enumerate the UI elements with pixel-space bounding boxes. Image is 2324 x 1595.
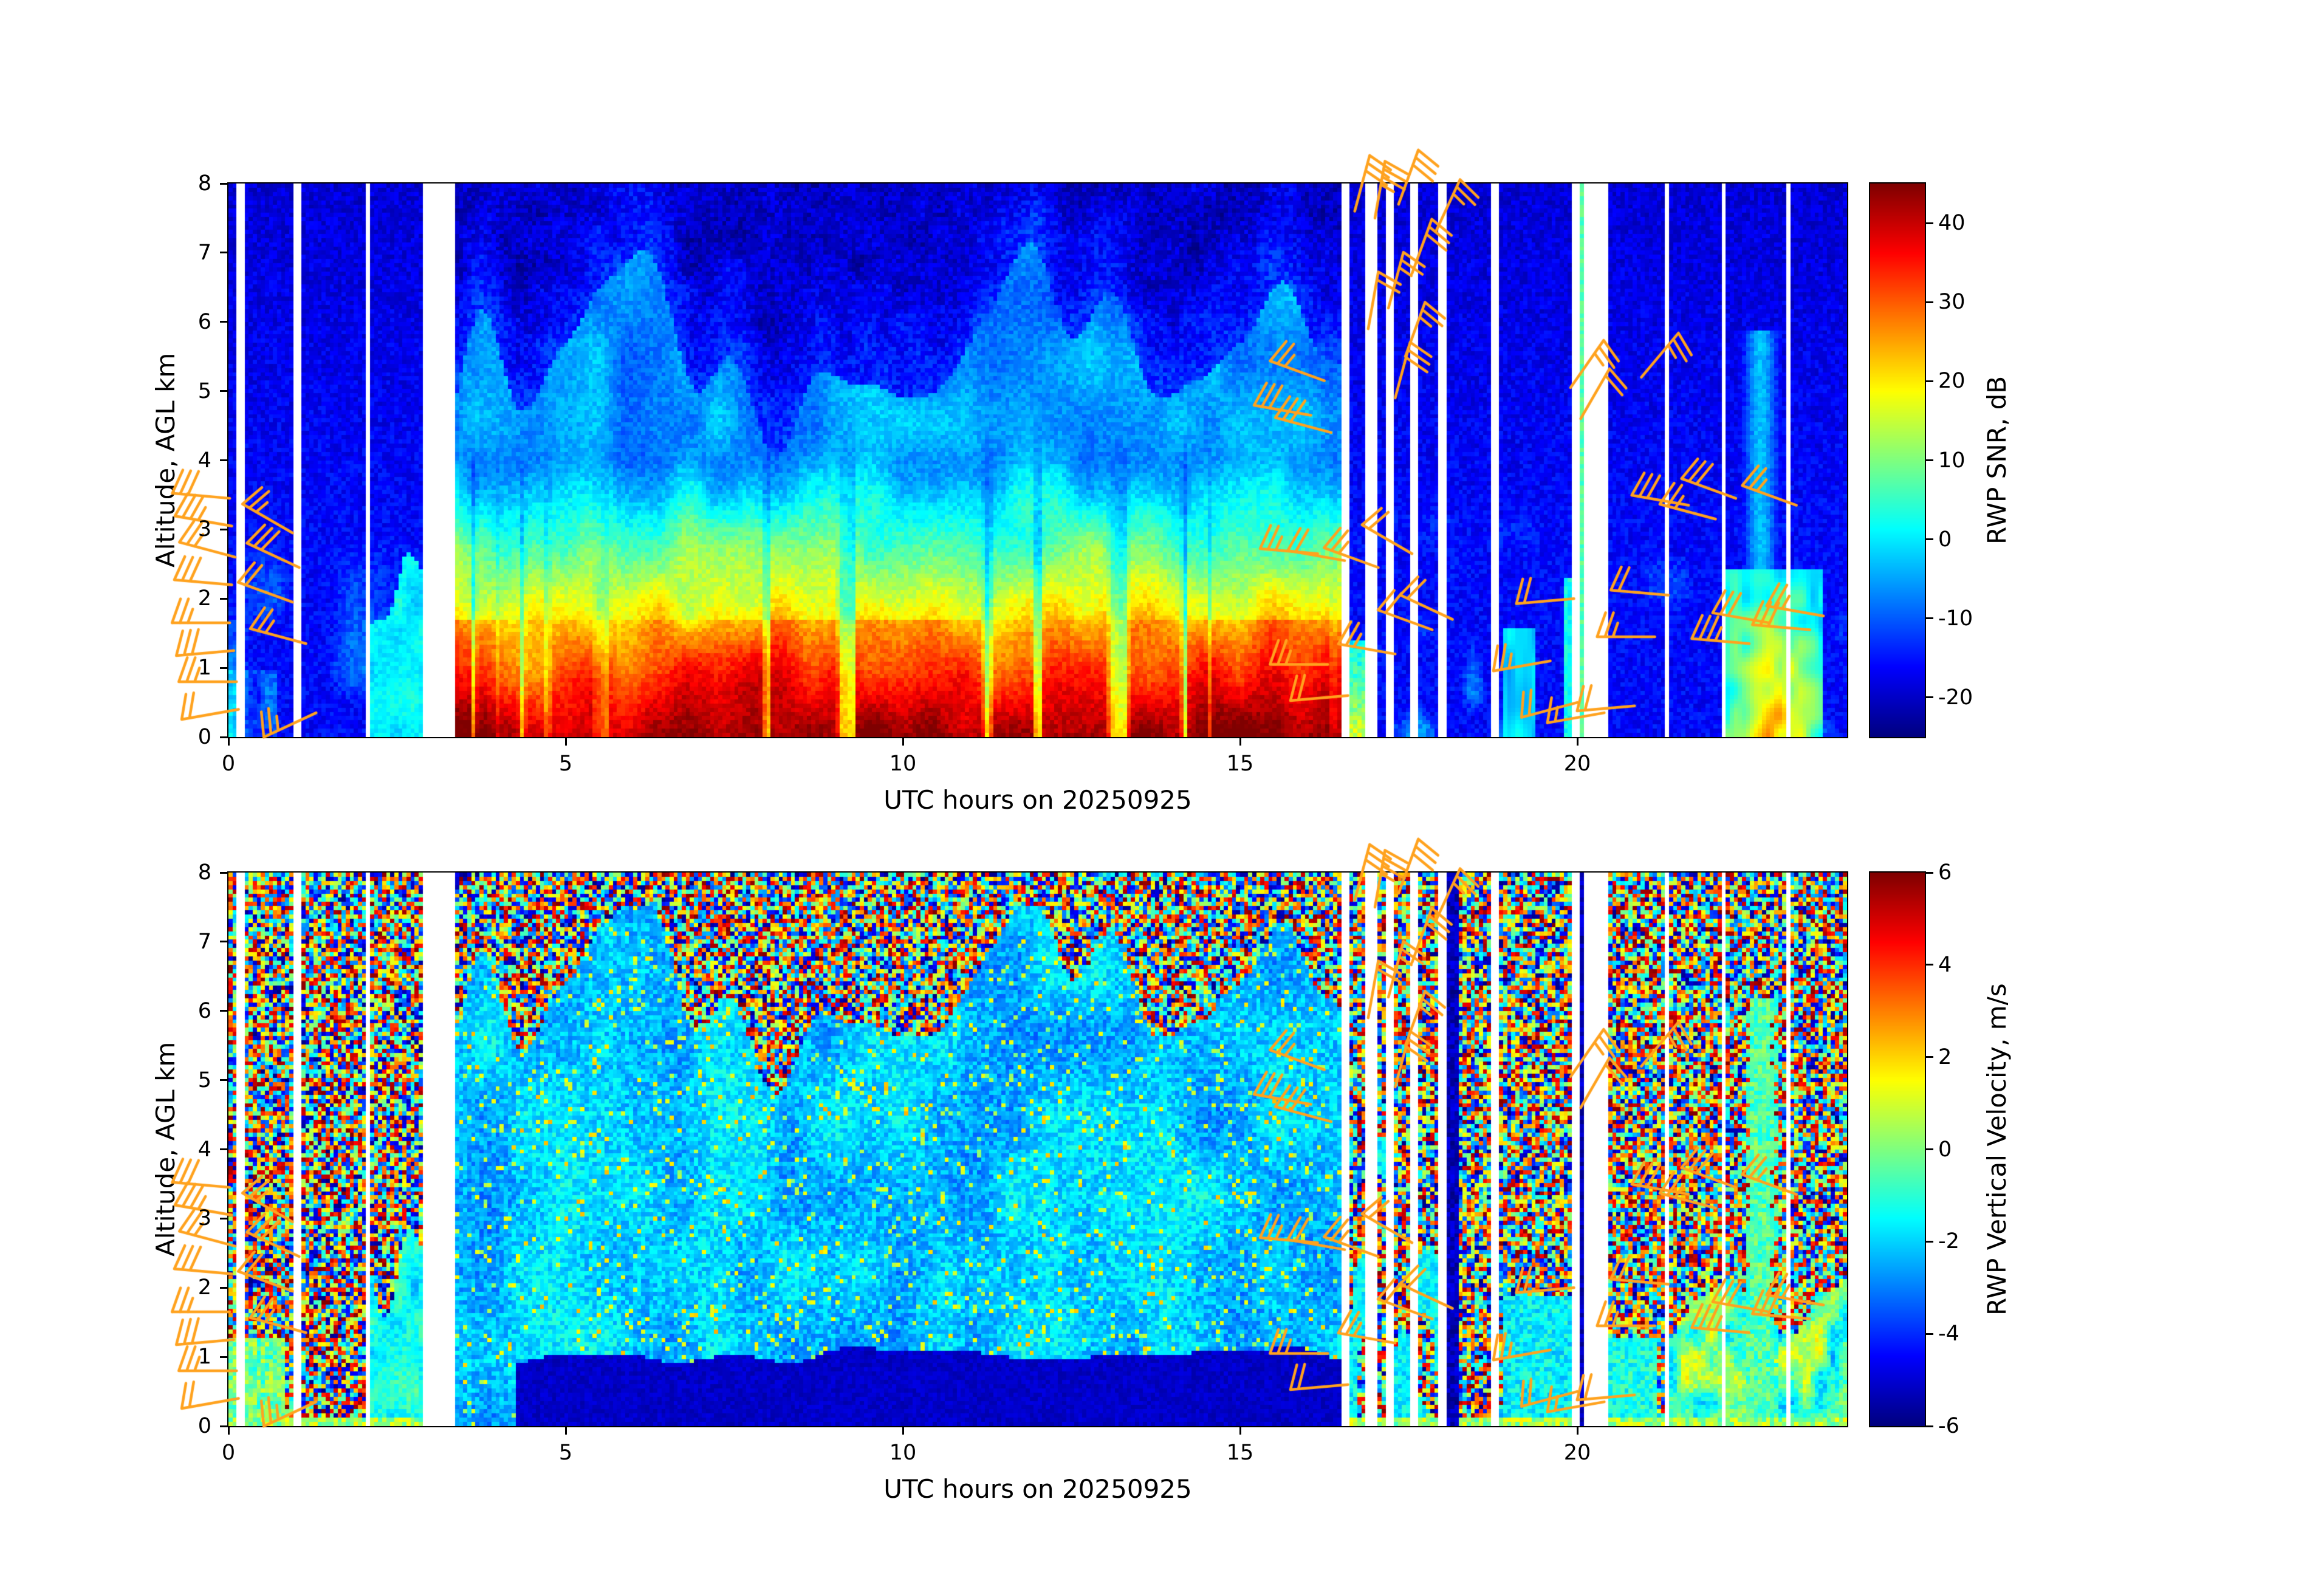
colorbar-tick bbox=[1925, 538, 1933, 541]
y-tick-label: 0 bbox=[197, 725, 211, 749]
y-tick bbox=[220, 667, 228, 669]
y-tick bbox=[220, 1356, 228, 1358]
y-tick bbox=[220, 941, 228, 943]
colorbar-tick-label: 40 bbox=[1938, 211, 1966, 236]
colorbar-tick bbox=[1925, 1056, 1933, 1058]
y-tick bbox=[220, 528, 228, 530]
y-tick bbox=[220, 390, 228, 393]
x-tick-label: 5 bbox=[558, 752, 573, 776]
x-tick-label: 5 bbox=[558, 1441, 573, 1465]
y-tick bbox=[220, 252, 228, 254]
x-tick bbox=[1239, 737, 1241, 746]
snr-colorbar bbox=[1870, 184, 1925, 737]
y-tick-label: 4 bbox=[197, 448, 211, 473]
colorbar-tick bbox=[1925, 301, 1933, 303]
x-tick bbox=[564, 1426, 567, 1435]
colorbar-tick bbox=[1925, 696, 1933, 699]
colorbar-tick-label: -2 bbox=[1938, 1229, 1959, 1254]
y-tick-label: 4 bbox=[197, 1137, 211, 1162]
x-tick-label: 15 bbox=[1226, 1441, 1254, 1465]
y-tick-label: 1 bbox=[197, 1345, 211, 1370]
colorbar-tick bbox=[1925, 1148, 1933, 1150]
y-tick-label: 6 bbox=[197, 998, 211, 1023]
colorbar-tick bbox=[1925, 1425, 1933, 1427]
y-tick bbox=[220, 1148, 228, 1150]
colorbar-tick-label: -20 bbox=[1938, 685, 1973, 710]
velocity-x-axis-label: UTC hours on 20250925 bbox=[883, 1474, 1192, 1504]
snr-heatmap bbox=[228, 184, 1847, 737]
velocity-heatmap bbox=[228, 873, 1847, 1426]
x-tick bbox=[227, 1426, 230, 1435]
y-tick-label: 6 bbox=[197, 309, 211, 334]
y-tick bbox=[220, 182, 228, 185]
colorbar-tick-label: 2 bbox=[1938, 1044, 1952, 1069]
colorbar-tick-label: 30 bbox=[1938, 290, 1966, 315]
y-tick-label: 5 bbox=[197, 379, 211, 403]
y-tick bbox=[220, 736, 228, 738]
y-tick-label: 0 bbox=[197, 1414, 211, 1438]
colorbar-tick bbox=[1925, 380, 1933, 382]
y-tick bbox=[220, 597, 228, 600]
colorbar-tick bbox=[1925, 1333, 1933, 1335]
x-tick-label: 15 bbox=[1226, 752, 1254, 776]
velocity-colorbar bbox=[1870, 873, 1925, 1426]
y-tick-label: 8 bbox=[197, 171, 211, 196]
x-tick bbox=[227, 737, 230, 746]
colorbar-tick bbox=[1925, 459, 1933, 461]
x-tick-label: 10 bbox=[889, 1441, 917, 1465]
colorbar-tick bbox=[1925, 222, 1933, 224]
x-tick-label: 20 bbox=[1563, 1441, 1591, 1465]
colorbar-tick bbox=[1925, 871, 1933, 874]
colorbar-tick-label: 20 bbox=[1938, 369, 1966, 394]
y-tick bbox=[220, 1425, 228, 1427]
colorbar-tick-label: -4 bbox=[1938, 1322, 1959, 1346]
colorbar-tick bbox=[1925, 617, 1933, 620]
colorbar-tick bbox=[1925, 964, 1933, 966]
colorbar-tick-label: -10 bbox=[1938, 606, 1973, 631]
colorbar-tick-label: 6 bbox=[1938, 860, 1952, 885]
x-tick-label: 20 bbox=[1563, 752, 1591, 776]
y-tick-label: 5 bbox=[197, 1068, 211, 1092]
x-tick bbox=[1576, 737, 1578, 746]
x-tick bbox=[902, 1426, 904, 1435]
y-tick bbox=[220, 1079, 228, 1082]
y-tick-label: 2 bbox=[197, 1275, 211, 1300]
x-tick bbox=[1576, 1426, 1578, 1435]
colorbar-tick-label: 0 bbox=[1938, 1137, 1952, 1162]
y-tick bbox=[220, 1217, 228, 1219]
y-tick-label: 7 bbox=[197, 929, 211, 954]
y-tick bbox=[220, 459, 228, 461]
y-tick bbox=[220, 1010, 228, 1012]
colorbar-tick bbox=[1925, 1240, 1933, 1243]
colorbar-tick-label: 4 bbox=[1938, 952, 1952, 977]
y-tick-label: 3 bbox=[197, 517, 211, 542]
y-tick-label: 2 bbox=[197, 586, 211, 611]
y-tick-label: 3 bbox=[197, 1206, 211, 1231]
y-tick-label: 1 bbox=[197, 656, 211, 681]
y-tick-label: 8 bbox=[197, 860, 211, 885]
y-tick bbox=[220, 1286, 228, 1289]
colorbar-tick-label: -6 bbox=[1938, 1414, 1959, 1438]
colorbar-tick-label: 0 bbox=[1938, 527, 1952, 552]
x-tick bbox=[564, 737, 567, 746]
x-tick bbox=[902, 737, 904, 746]
y-tick-label: 7 bbox=[197, 240, 211, 265]
x-tick-label: 0 bbox=[221, 752, 236, 776]
y-tick bbox=[220, 321, 228, 323]
x-tick-label: 0 bbox=[221, 1441, 236, 1465]
colorbar-tick-label: 10 bbox=[1938, 448, 1966, 473]
x-tick bbox=[1239, 1426, 1241, 1435]
x-tick-label: 10 bbox=[889, 752, 917, 776]
y-tick bbox=[220, 871, 228, 874]
snr-x-axis-label: UTC hours on 20250925 bbox=[883, 785, 1192, 815]
